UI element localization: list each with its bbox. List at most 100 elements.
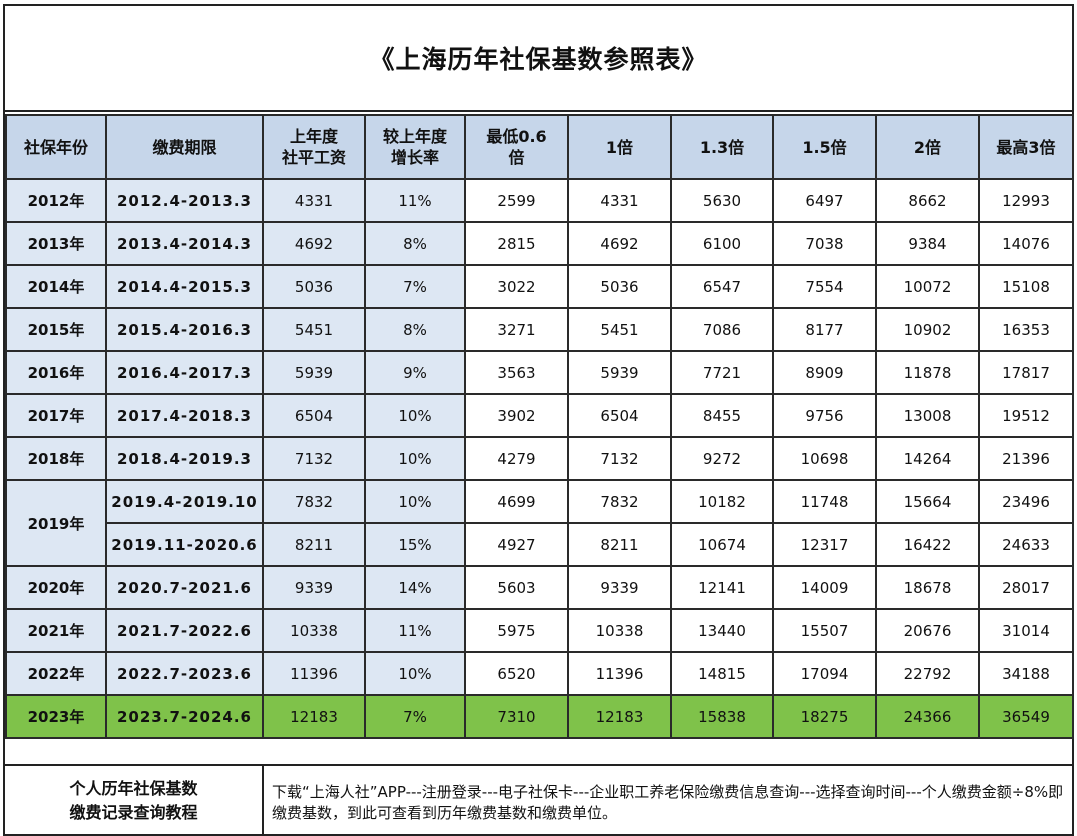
table-row: 2012年 2012.4-2013.3 4331 11% 2599 4331 5630 649…: [5, 178, 1074, 223]
wage-cell: 7132: [262, 436, 366, 481]
wage-cell: 5036: [262, 264, 366, 309]
header-cell: 1倍: [567, 114, 672, 180]
growth-cell: 10%: [364, 393, 466, 438]
v1-cell: 10338: [567, 608, 672, 653]
v2-cell: 9384: [875, 221, 980, 266]
v2-cell: 13008: [875, 393, 980, 438]
v06-cell: 5603: [464, 565, 569, 610]
v2-cell: 10902: [875, 307, 980, 352]
period-cell: 2020.7-2021.6: [105, 565, 264, 610]
tutorial-label: 个人历年社保基数 缴费记录查询教程: [5, 766, 264, 836]
wage-cell: 4331: [262, 178, 366, 223]
v13-cell: 7721: [670, 350, 774, 395]
v3-cell: 21396: [978, 436, 1074, 481]
v15-cell: 18275: [772, 694, 877, 739]
period-cell: 2021.7-2022.6: [105, 608, 264, 653]
v3-cell: 34188: [978, 651, 1074, 696]
year-cell: 2022年: [5, 651, 107, 696]
period-cell: 2013.4-2014.3: [105, 221, 264, 266]
header-cell: 最高3倍: [978, 114, 1074, 180]
v06-cell: 7310: [464, 694, 569, 739]
header-cell-text: 上年度: [289, 127, 338, 146]
table-body: 2012年 2012.4-2013.3 4331 11% 2599 4331 5630 649…: [5, 178, 1074, 739]
v13-cell: 6547: [670, 264, 774, 309]
v3-cell: 28017: [978, 565, 1074, 610]
table-row: 2021年 2021.7-2022.6 10338 11% 5975 10338 13440…: [5, 608, 1074, 653]
growth-cell: 10%: [364, 651, 466, 696]
table-row: 2017年 2017.4-2018.3 6504 10% 3902 6504 8455 975…: [5, 393, 1074, 438]
v13-cell: 9272: [670, 436, 774, 481]
v06-cell: 6520: [464, 651, 569, 696]
year-cell: 2023年: [5, 694, 107, 739]
table-row: 2013年 2013.4-2014.3 4692 8% 2815 4692 6100 7038…: [5, 221, 1074, 266]
v3-cell: 23496: [978, 479, 1074, 524]
v2-cell: 11878: [875, 350, 980, 395]
growth-cell: 7%: [364, 694, 466, 739]
tutorial-label-line1: 个人历年社保基数: [69, 779, 198, 798]
v2-cell: 22792: [875, 651, 980, 696]
v1-cell: 6504: [567, 393, 672, 438]
v2-cell: 24366: [875, 694, 980, 739]
header-cell-text: 最低0.6: [486, 127, 547, 146]
tutorial-label-line2: 缴费记录查询教程: [69, 803, 198, 822]
v2-cell: 16422: [875, 522, 980, 567]
v13-cell: 12141: [670, 565, 774, 610]
table-row: 2022年 2022.7-2023.6 11396 10% 6520 11396 14815…: [5, 651, 1074, 696]
period-cell: 2014.4-2015.3: [105, 264, 264, 309]
v06-cell: 3271: [464, 307, 569, 352]
page-title: 《上海历年社保基数参照表》: [5, 6, 1072, 112]
table-row: 2018年 2018.4-2019.3 7132 10% 4279 7132 9272 106…: [5, 436, 1074, 481]
period-cell: 2023.7-2024.6: [105, 694, 264, 739]
year-cell: 2021年: [5, 608, 107, 653]
header-cell: 上年度 社平工资: [262, 114, 366, 180]
v2-cell: 10072: [875, 264, 980, 309]
v3-cell: 14076: [978, 221, 1074, 266]
header-cell: 1.3倍: [670, 114, 774, 180]
v06-cell: 4699: [464, 479, 569, 524]
v15-cell: 8177: [772, 307, 877, 352]
v13-cell: 10182: [670, 479, 774, 524]
v15-cell: 6497: [772, 178, 877, 223]
v13-cell: 6100: [670, 221, 774, 266]
header-cell: 较上年度 增长率: [364, 114, 466, 180]
year-cell: 2019年: [5, 479, 107, 567]
v1-cell: 5036: [567, 264, 672, 309]
wage-cell: 9339: [262, 565, 366, 610]
header-cell-text: 缴费期限: [152, 137, 217, 157]
v13-cell: 13440: [670, 608, 774, 653]
v2-cell: 15664: [875, 479, 980, 524]
v15-cell: 15507: [772, 608, 877, 653]
table-row: 2019年 2019.4-2019.10 7832 10% 4699 7832 10182 1…: [5, 479, 1074, 567]
year-cell: 2016年: [5, 350, 107, 395]
growth-cell: 11%: [364, 608, 466, 653]
v15-cell: 8909: [772, 350, 877, 395]
v13-cell: 10674: [670, 522, 774, 567]
table-header: 社保年份 缴费期限 上年度 社平工资 较上年度 增长率 最低0.6 倍 1倍 1.3倍 1.5倍 2倍…: [5, 114, 1074, 180]
v13-cell: 14815: [670, 651, 774, 696]
v1-cell: 7132: [567, 436, 672, 481]
period-cell: 2018.4-2019.3: [105, 436, 264, 481]
header-cell-text: 1倍: [605, 137, 634, 157]
header-cell: 缴费期限: [105, 114, 264, 180]
v06-cell: 2815: [464, 221, 569, 266]
header-cell: 社保年份: [5, 114, 107, 180]
wage-cell: 12183: [262, 694, 366, 739]
v3-cell: 17817: [978, 350, 1074, 395]
year-cell: 2014年: [5, 264, 107, 309]
v15-cell: 7554: [772, 264, 877, 309]
header-cell-text: 倍: [508, 148, 525, 167]
table-row: 2019.11-2020.6 8211 15% 4927 8211 10674 12317 1…: [6, 522, 1074, 567]
wage-cell: 8211: [262, 522, 366, 567]
v06-cell: 3902: [464, 393, 569, 438]
period-cell: 2022.7-2023.6: [105, 651, 264, 696]
v3-cell: 19512: [978, 393, 1074, 438]
growth-cell: 10%: [364, 479, 466, 524]
period-cell: 2015.4-2016.3: [105, 307, 264, 352]
period-cell: 2017.4-2018.3: [105, 393, 264, 438]
year-cell: 2018年: [5, 436, 107, 481]
v06-cell: 4927: [464, 522, 569, 567]
v1-cell: 5451: [567, 307, 672, 352]
v13-cell: 15838: [670, 694, 774, 739]
v2-cell: 18678: [875, 565, 980, 610]
header-cell-text: 2倍: [913, 137, 942, 157]
